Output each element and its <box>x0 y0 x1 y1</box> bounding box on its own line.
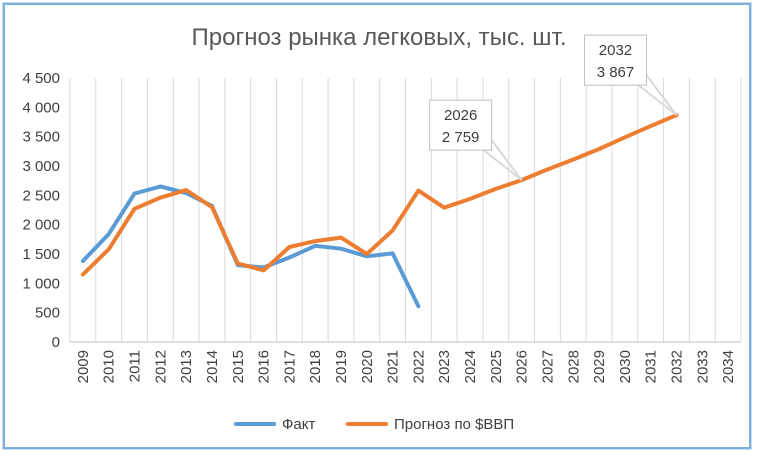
x-axis-tick-labels: 2009 2010 2011 2012 2013 2014 2015 2016 2017 2018… <box>75 350 737 383</box>
x-tick-label: 2025 <box>488 350 505 383</box>
x-tick-label: 2034 <box>720 350 737 383</box>
annotation-leader <box>637 84 678 116</box>
x-tick-label: 2009 <box>75 350 92 383</box>
y-tick-label: 3 500 <box>22 129 60 146</box>
x-tick-label: 2018 <box>307 350 324 383</box>
grid-layer <box>69 78 742 343</box>
x-tick-label: 2020 <box>359 350 376 383</box>
x-tick-label: 2011 <box>127 350 144 382</box>
x-tick-label: 2014 <box>204 350 221 383</box>
y-axis-tick-labels: 0 500 1 000 1 500 2 000 2 500 3 000 3 500 4 000 4… <box>22 70 60 351</box>
legend-label: Факт <box>282 416 315 433</box>
y-tick-label: 2 000 <box>22 217 60 234</box>
y-tick-label: 1 500 <box>22 246 60 263</box>
x-tick-label: 2019 <box>333 350 350 383</box>
x-tick-label: 2031 <box>643 350 660 383</box>
x-tick-label: 2024 <box>462 350 479 383</box>
annotation-value: 2 759 <box>442 129 480 146</box>
annotation-label: 2026 <box>444 107 477 124</box>
x-tick-label: 2033 <box>694 350 711 383</box>
x-tick-label: 2016 <box>256 350 273 383</box>
annotation-layer: 2026 2 759 2032 3 867 <box>429 34 678 181</box>
x-tick-label: 2010 <box>101 350 118 383</box>
x-tick-label: 2015 <box>230 350 247 383</box>
annotation-value: 3 867 <box>597 64 635 81</box>
y-tick-label: 3 000 <box>22 158 60 175</box>
x-tick-label: 2030 <box>617 350 634 383</box>
x-tick-label: 2012 <box>152 350 169 383</box>
x-tick-label: 2013 <box>178 350 195 383</box>
x-tick-label: 2021 <box>385 350 402 383</box>
legend: Факт Прогноз по $ВВП <box>234 416 514 433</box>
y-tick-label: 4 000 <box>22 99 60 116</box>
y-tick-label: 1 000 <box>22 275 60 292</box>
annotation-leader <box>645 74 678 116</box>
y-tick-label: 500 <box>35 305 60 322</box>
annotation-box <box>429 99 493 151</box>
series-layer <box>80 113 679 309</box>
x-tick-label: 2029 <box>591 350 608 383</box>
series-line-1 <box>80 113 679 277</box>
x-tick-label: 2027 <box>539 350 556 383</box>
x-tick-label: 2026 <box>514 350 531 383</box>
chart-title: Прогноз рынка легковых, тыс. шт. <box>192 24 567 51</box>
x-tick-label: 2032 <box>668 350 685 383</box>
y-tick-label: 4 500 <box>22 70 60 87</box>
annotation-leader <box>490 139 523 181</box>
x-tick-label: 2022 <box>410 350 427 383</box>
x-tick-label: 2028 <box>565 350 582 383</box>
x-tick-label: 2017 <box>281 350 298 383</box>
x-tick-label: 2023 <box>436 350 453 383</box>
legend-label: Прогноз по $ВВП <box>394 416 514 433</box>
y-tick-label: 2 500 <box>22 187 60 204</box>
annotation-box <box>583 34 647 86</box>
annotation-leader <box>483 149 523 181</box>
y-tick-label: 0 <box>52 334 60 351</box>
annotation-label: 2032 <box>599 42 632 59</box>
